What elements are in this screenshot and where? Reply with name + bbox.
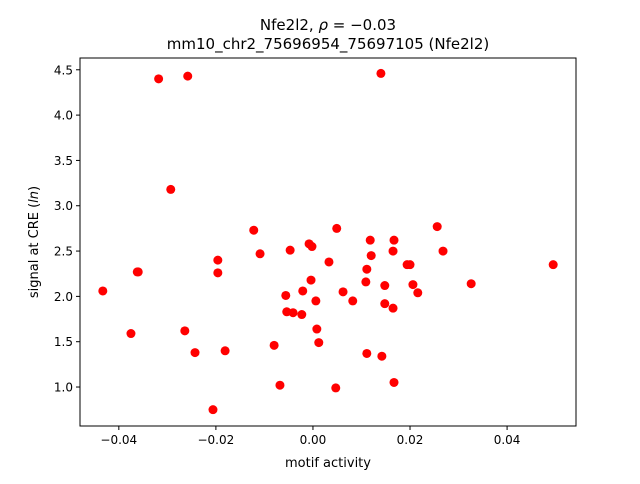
data-point (249, 225, 259, 235)
data-point (285, 245, 295, 255)
x-axis-label: motif activity (285, 456, 371, 471)
x-axis: −0.04 −0.02 0.00 0.02 0.04 (100, 426, 520, 447)
data-point (281, 290, 291, 300)
y-label-prefix: signal at CRE ( (27, 203, 42, 298)
data-point (380, 281, 390, 291)
data-point (133, 267, 143, 277)
data-point (377, 351, 387, 361)
data-point (362, 348, 372, 358)
data-point (338, 287, 348, 297)
data-point (365, 235, 375, 245)
x-tick-label: −0.04 (100, 433, 137, 447)
y-tick-label: 3.5 (54, 154, 73, 168)
y-tick-label: 4.0 (54, 109, 73, 123)
data-point (220, 346, 230, 356)
data-point (190, 348, 200, 358)
data-point (548, 260, 558, 270)
data-point (183, 71, 193, 81)
chart-title-line2: mm10_chr2_75696954_75697105 (Nfe2l2) (167, 35, 489, 54)
data-point (466, 279, 476, 289)
data-point (297, 310, 307, 320)
data-point (388, 246, 398, 256)
data-point (376, 68, 386, 78)
title-prefix: Nfe2l2, (260, 16, 319, 34)
data-point (298, 286, 308, 296)
data-point (213, 255, 223, 265)
chart-title-line1: Nfe2l2, ρ = −0.03 (260, 16, 396, 34)
data-point (348, 296, 358, 306)
data-point (331, 383, 341, 393)
data-point (307, 242, 317, 252)
data-point (361, 277, 371, 287)
data-point (332, 223, 342, 233)
data-point (314, 338, 324, 348)
y-tick-label: 1.0 (54, 381, 73, 395)
y-tick-label: 2.0 (54, 290, 73, 304)
data-point (288, 308, 298, 318)
data-point (413, 288, 423, 298)
data-point (126, 329, 136, 339)
data-point (405, 260, 415, 270)
x-tick-label: 0.02 (397, 433, 424, 447)
x-tick-label: 0.00 (300, 433, 327, 447)
data-point (208, 405, 218, 415)
points-layer (98, 68, 558, 415)
data-point (311, 296, 321, 306)
data-point (275, 380, 285, 390)
data-point (408, 280, 418, 290)
data-point (389, 377, 399, 387)
data-point (98, 286, 108, 296)
data-point (438, 246, 448, 256)
y-axis: 1.0 1.5 2.0 2.5 3.0 3.5 4.0 4.5 (54, 63, 80, 395)
y-axis-label: signal at CRE (ln) (27, 186, 42, 298)
y-label-suffix: ) (27, 186, 42, 191)
title-suffix: = −0.03 (328, 16, 396, 34)
data-point (388, 303, 398, 313)
data-point (306, 275, 316, 285)
data-point (269, 340, 279, 350)
data-point (389, 235, 399, 245)
data-point (255, 249, 265, 259)
x-tick-label: 0.04 (494, 433, 521, 447)
plot-frame (79, 57, 577, 427)
data-point (380, 299, 390, 309)
data-point (324, 257, 334, 267)
x-tick-label: −0.02 (197, 433, 234, 447)
data-point (180, 326, 190, 336)
data-point (154, 74, 164, 84)
data-point (432, 222, 442, 232)
y-tick-label: 1.5 (54, 335, 73, 349)
data-point (366, 251, 376, 261)
y-tick-label: 3.0 (54, 199, 73, 213)
y-label-ln: ln (27, 191, 42, 203)
data-point (213, 268, 223, 278)
y-tick-label: 2.5 (54, 245, 73, 259)
data-point (166, 184, 176, 194)
title-rho-symbol: ρ (318, 16, 328, 34)
data-point (362, 264, 372, 274)
y-tick-label: 4.5 (54, 63, 73, 77)
data-point (312, 324, 322, 334)
